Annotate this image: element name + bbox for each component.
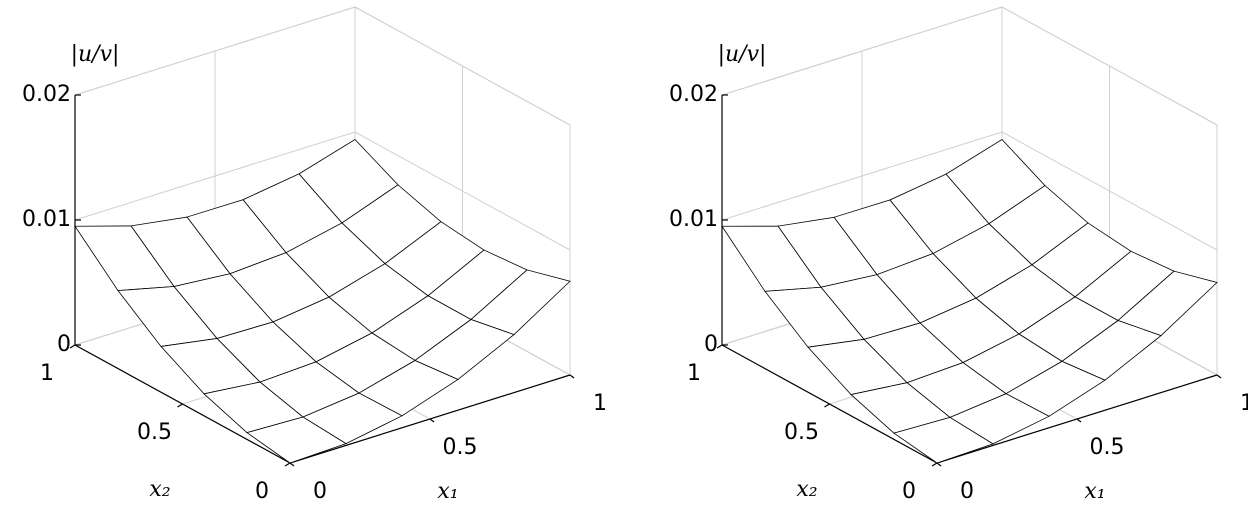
z-axis-label: |u/v|	[718, 42, 767, 67]
y-axis-label: x₂	[149, 477, 170, 502]
z-tick-label: 0.01	[669, 207, 718, 232]
y-tick	[177, 403, 183, 408]
x-tick-label: 1	[593, 391, 607, 416]
x-tick	[569, 374, 575, 379]
z-tick-label: 0	[57, 332, 71, 357]
surface-cell	[246, 416, 347, 464]
surface-cell	[893, 416, 994, 464]
y-tick	[69, 344, 76, 349]
x-tick-label: 0	[960, 479, 974, 504]
x-tick	[289, 462, 295, 467]
x-tick-label: 1	[1240, 391, 1248, 416]
z-tick-label: 0.02	[669, 82, 718, 107]
x-tick-label: 0.5	[443, 435, 478, 460]
y-tick-label: 0.5	[137, 420, 172, 445]
x-axis-label: x₁	[437, 479, 458, 504]
y-tick	[716, 344, 723, 349]
y-tick	[284, 462, 291, 467]
y-tick-label: 1	[687, 361, 701, 386]
x-tick	[1076, 418, 1082, 423]
z-tick-label: 0	[704, 332, 718, 357]
x-tick	[936, 462, 942, 467]
x-axis-label: x₁	[1084, 479, 1105, 504]
x-tick	[429, 418, 435, 423]
y-tick-label: 0	[255, 479, 269, 504]
z-axis-label: |u/v|	[71, 42, 120, 67]
y-tick-label: 0.5	[784, 420, 819, 445]
x-tick-label: 0	[313, 479, 327, 504]
x-tick-label: 0.5	[1090, 435, 1125, 460]
x-tick	[1216, 374, 1222, 379]
z-tick-label: 0.02	[22, 82, 71, 107]
y-tick-label: 1	[40, 361, 54, 386]
y-tick-label: 0	[902, 479, 916, 504]
z-tick-label: 0.01	[22, 207, 71, 232]
y-tick	[824, 403, 830, 408]
y-tick	[931, 462, 938, 467]
y-axis-label: x₂	[796, 477, 817, 502]
